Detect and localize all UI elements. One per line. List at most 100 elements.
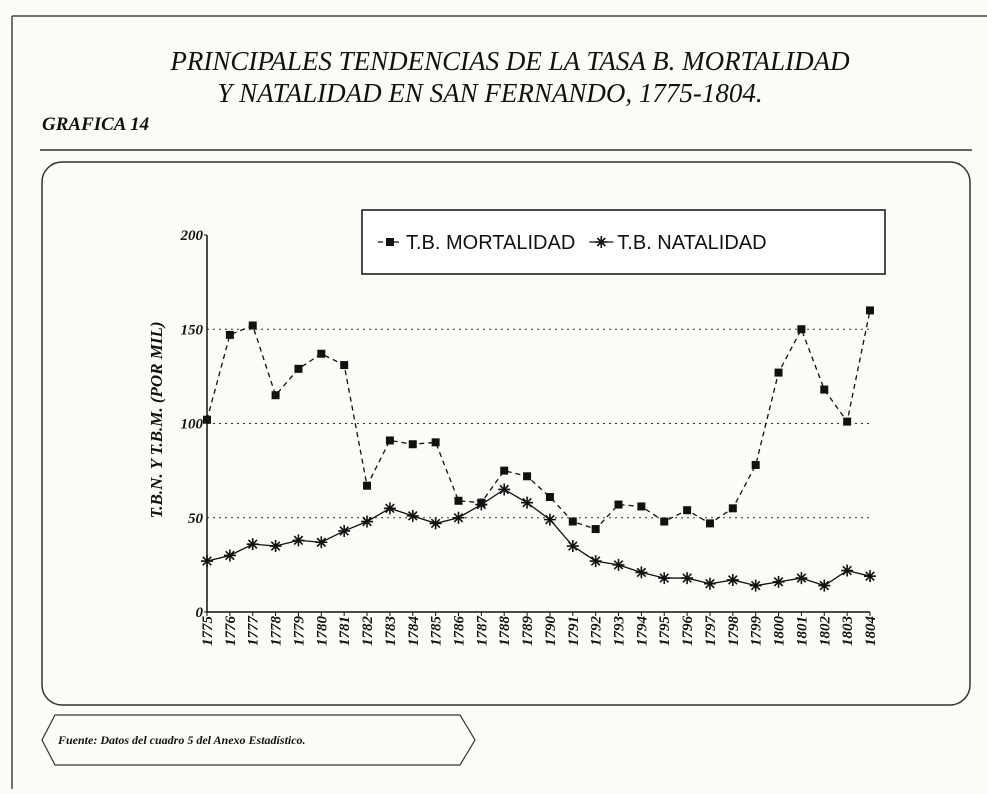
data-point [589, 555, 602, 568]
data-point [294, 364, 303, 373]
x-tick-label: 1792 [589, 616, 605, 647]
data-point [271, 391, 280, 400]
data-point [866, 306, 874, 315]
x-tick-label: 1796 [680, 616, 696, 647]
x-tick-label: 1803 [840, 616, 856, 647]
x-tick-label: 1800 [772, 616, 788, 647]
x-tick-label: 1777 [246, 616, 262, 647]
x-tick-label: 1782 [360, 616, 376, 647]
data-point [568, 517, 577, 526]
data-point [431, 438, 440, 447]
x-tick-label: 1787 [474, 616, 490, 647]
legend-label: T.B. MORTALIDAD [406, 232, 575, 254]
chart-frame [41, 161, 971, 706]
data-point [703, 577, 716, 590]
x-tick-label: 1775 [200, 616, 216, 647]
legend-box [361, 209, 886, 275]
data-point [751, 460, 760, 469]
x-tick-label: 1791 [566, 616, 582, 646]
x-tick-label: 1778 [269, 616, 285, 647]
data-point [683, 506, 692, 515]
source-box [41, 714, 476, 766]
data-point [269, 540, 282, 553]
legend-marker [386, 238, 394, 246]
legend-marker [595, 236, 608, 248]
data-point [774, 368, 783, 377]
data-point [340, 361, 349, 370]
data-point [338, 524, 351, 537]
data-point [772, 575, 785, 588]
data-point [201, 555, 213, 568]
x-tick-label: 1788 [497, 616, 513, 647]
data-point [545, 493, 554, 502]
x-tick-label: 1795 [657, 616, 673, 647]
legend-label: T.B. NATALIDAD [617, 232, 766, 254]
data-point [363, 481, 372, 490]
legend: T.B. MORTALIDAD T.B. NATALIDAD [361, 209, 886, 275]
data-point [292, 534, 305, 547]
x-tick-label: 1801 [794, 616, 810, 646]
data-point [475, 498, 488, 511]
data-point [315, 536, 328, 549]
data-point [705, 519, 714, 528]
y-tick-label: 200 [180, 228, 204, 244]
y-tick-label: 0 [196, 605, 204, 621]
data-point [795, 572, 808, 585]
x-tick-label: 1794 [634, 616, 650, 647]
data-point [385, 436, 394, 445]
y-tick-label: 50 [188, 511, 204, 527]
data-point [203, 415, 211, 424]
x-tick-label: 1793 [612, 616, 628, 647]
data-point [223, 549, 236, 562]
x-tick-label: 1783 [383, 616, 399, 647]
data-point [843, 417, 852, 426]
x-tick-label: 1802 [817, 616, 833, 647]
series-line [206, 488, 871, 587]
data-point [317, 349, 326, 358]
data-point [658, 572, 671, 585]
x-tick-label: 1781 [337, 616, 353, 646]
source-note: Fuente: Datos del cuadro 5 del Anexo Est… [57, 733, 306, 747]
x-tick-label: 1785 [429, 616, 445, 647]
x-tick-label: 1799 [749, 616, 765, 647]
data-point [361, 515, 374, 528]
series-line [206, 310, 871, 530]
subtitle: GRAFICA 14 [42, 114, 149, 135]
data-point [566, 540, 579, 553]
data-point [635, 566, 648, 579]
data-point [383, 502, 396, 515]
data-point [614, 500, 623, 509]
data-point [500, 466, 509, 475]
data-point [864, 570, 876, 583]
data-point [591, 525, 600, 534]
data-point [523, 472, 532, 481]
title-line: PRINCIPALES TENDENCIAS DE LA TASA B. MOR… [169, 46, 850, 76]
data-point [728, 504, 737, 513]
x-tick-label: 1797 [703, 616, 719, 647]
data-point [749, 579, 762, 592]
x-tick-label: 1780 [314, 616, 330, 647]
data-point [797, 325, 806, 334]
data-point [452, 511, 465, 524]
x-tick-label: 1784 [406, 616, 422, 647]
y-tick-label: 150 [181, 322, 204, 338]
data-point [246, 538, 259, 551]
data-point [521, 496, 534, 509]
data-point [408, 440, 417, 449]
data-point [820, 385, 829, 394]
data-point [660, 517, 669, 526]
data-point [543, 513, 556, 526]
y-axis-label: T.B.N. Y T.B.M. (POR MIL) [147, 321, 166, 518]
x-tick-label: 1779 [291, 616, 307, 647]
plot: 0 50 100 150 200 1775 1776 1777 1778 1779 1780 1781… [180, 209, 886, 647]
x-tick-label: 1776 [223, 616, 239, 647]
data-point [637, 502, 646, 511]
data-point [454, 496, 463, 505]
data-point [248, 321, 257, 330]
x-tick-label: 1786 [451, 616, 467, 647]
data-point [726, 573, 739, 586]
x-tick-label: 1798 [726, 616, 742, 647]
data-point [406, 509, 419, 522]
y-tick-label: 100 [181, 417, 204, 433]
